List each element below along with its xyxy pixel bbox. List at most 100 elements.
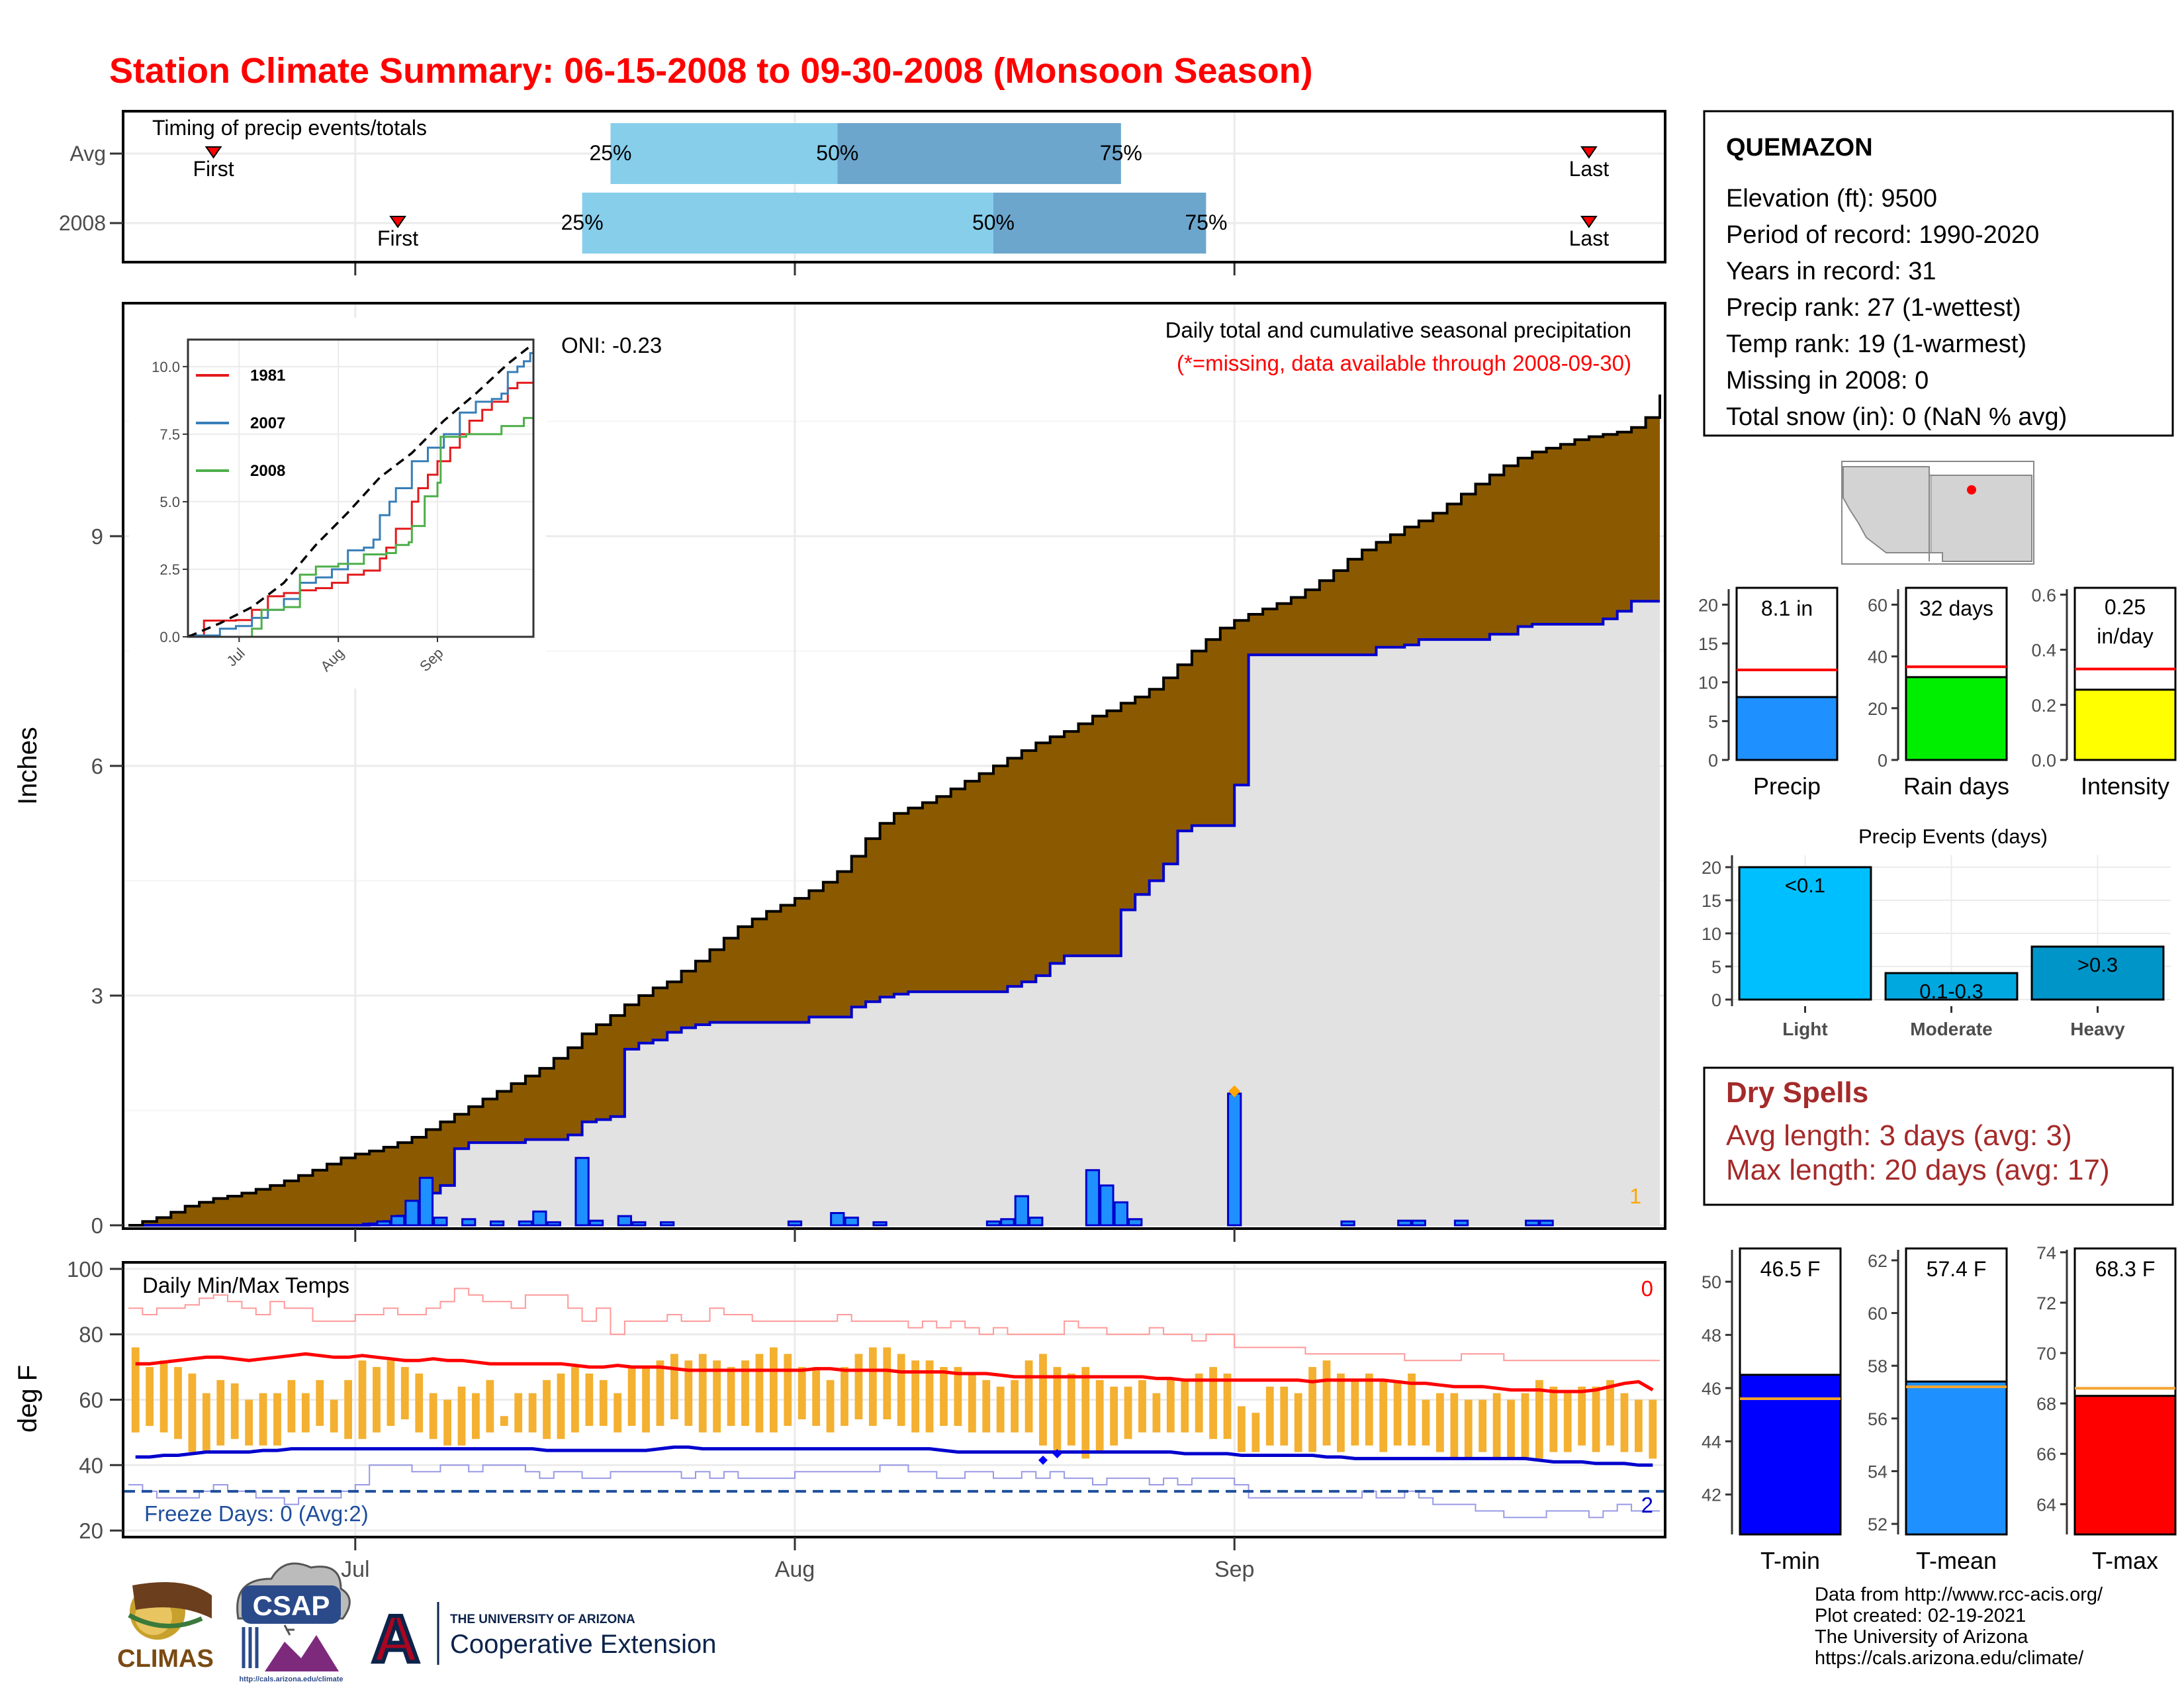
daily-temp-range-bar: [1138, 1380, 1146, 1432]
daily-temp-range-bar: [571, 1367, 579, 1432]
daily-temp-range-bar: [1393, 1380, 1402, 1446]
daily-precip-bar: [404, 1199, 420, 1227]
daily-temp-range-bar: [1521, 1393, 1529, 1459]
temperature-x-tick-label: Jul: [341, 1557, 369, 1582]
daily-precip-bar: [518, 1220, 533, 1227]
station-info-box: QUEMAZON Elevation (ft): 9500 Period of …: [1703, 110, 2174, 437]
daily-temp-range-bar: [797, 1367, 806, 1420]
mini-bar-y-tick-label: 0: [1878, 751, 1888, 771]
mini-bar-tmax: 64 66 68 70 72 74 68.3 F T-max: [2036, 1243, 2177, 1574]
mini-bar-y-tick-label: 74: [2036, 1243, 2056, 1263]
freeze-days-label: Freeze Days: 0 (Avg:2): [144, 1501, 369, 1526]
daily-precip-bar: [1128, 1218, 1143, 1227]
timing-marker-label: Last: [1569, 157, 1610, 181]
events-bar: [1738, 866, 1872, 1001]
daily-temp-range-bar: [486, 1380, 494, 1432]
daily-temp-range-bar: [387, 1360, 395, 1427]
daily-temp-range-bar: [812, 1367, 821, 1427]
daily-precip-bar: [433, 1216, 448, 1227]
daily-temp-range-bar: [443, 1399, 451, 1446]
daily-temp-range-bar: [245, 1399, 253, 1446]
daily-temp-range-bar: [585, 1373, 594, 1427]
daily-temp-range-bar: [301, 1393, 310, 1432]
daily-temp-range-bar: [1053, 1367, 1062, 1452]
precip-axes: 0 3 6 9: [91, 524, 1236, 1242]
daily-temp-range-bar: [174, 1367, 182, 1439]
precip-y-tick-label: 9: [91, 524, 103, 549]
daily-temp-range-bar: [1181, 1380, 1189, 1432]
daily-temp-range-bar: [954, 1367, 962, 1427]
daily-temp-range-bar: [1265, 1386, 1274, 1446]
temperature-count-top: 0: [1641, 1276, 1653, 1301]
daily-temp-range-bar: [216, 1380, 225, 1446]
mini-bar-y-tick-label: 46: [1702, 1379, 1721, 1399]
mini-precip-row: 0 5 10 15 20 8.1 in Precip 0 20 40 60 32 days Rain d…: [1698, 585, 2177, 800]
daily-precip-bar: [985, 1220, 1001, 1227]
events-x-tick-label: Moderate: [1910, 1019, 1992, 1039]
precip-y-tick-label: 6: [91, 754, 103, 778]
csap-logo-url: http://cals.arizona.edu/climate: [239, 1675, 343, 1683]
daily-temp-range-bar: [642, 1367, 650, 1432]
daily-temp-range-bar: [911, 1360, 920, 1432]
observed-cumulative-line: [128, 600, 1660, 1227]
daily-temp-range-bar: [854, 1354, 863, 1420]
ua-logo-line2: Cooperative Extension: [450, 1630, 716, 1659]
daily-precip-bar: [617, 1215, 633, 1227]
daily-temp-range-bar: [868, 1347, 877, 1427]
daily-temp-range-bar: [1365, 1373, 1373, 1446]
daily-temp-range-bar: [1549, 1386, 1558, 1452]
timing-pct-label: 25%: [561, 211, 604, 234]
timing-pct-label: 25%: [589, 141, 631, 165]
mini-bar-y-tick-label: 50: [1702, 1272, 1721, 1292]
timing-bars: 25% 50% 75% First Last 25% 50% 75% First Last: [124, 113, 1664, 275]
station-name: QUEMAZON: [1726, 134, 1873, 162]
daily-temp-range-bar: [514, 1393, 523, 1432]
temperature-plot: [124, 1288, 1664, 1519]
inset-y-tick-label: 10.0: [152, 359, 180, 375]
daily-temp-range-bar: [259, 1393, 267, 1446]
daily-temp-range-bar: [1294, 1393, 1302, 1452]
mini-bar-y-tick-label: 0.0: [2031, 751, 2056, 771]
daily-temp-range-bar: [1011, 1380, 1019, 1432]
daily-precip-bar: [844, 1216, 859, 1227]
ua-logo-letter: A: [372, 1602, 420, 1676]
timing-marker-label: First: [377, 226, 418, 250]
csap-logo: CSAP http://cals.arizona.edu/climate: [236, 1562, 351, 1683]
daily-temp-range-bar: [1563, 1393, 1572, 1452]
mini-bar-y-tick-label: 54: [1868, 1462, 1888, 1481]
daily-precip-bar: [1014, 1195, 1029, 1227]
footer-line: https://cals.arizona.edu/climate/: [1815, 1648, 2084, 1669]
station-line: Period of record: 1990-2020: [1726, 221, 2039, 249]
climas-logo: CLIMAS: [117, 1582, 214, 1673]
station-line: Temp rank: 19 (1-warmest): [1726, 330, 2026, 358]
footer-line: The University of Arizona: [1815, 1626, 2028, 1648]
mini-bar-y-tick-label: 60: [1868, 1304, 1888, 1324]
events-bar-label: <0.1: [1785, 874, 1825, 897]
missing-data-marker: [1052, 1449, 1062, 1459]
precip-y-tick-label: 0: [91, 1213, 103, 1238]
mini-bar-y-tick-label: 5: [1708, 712, 1718, 731]
events-bar-label: >0.3: [2077, 953, 2118, 976]
station-line: Total snow (in): 0 (NaN % avg): [1726, 403, 2067, 431]
temperature-x-tick-label: Sep: [1214, 1557, 1255, 1582]
page-title: Station Climate Summary: 06-15-2008 to 0…: [109, 51, 1313, 91]
mini-bar-value-label: 8.1 in: [1761, 596, 1813, 620]
timing-marker-label: Last: [1569, 226, 1610, 250]
daily-precip-bar: [574, 1156, 590, 1227]
climas-logo-text: CLIMAS: [117, 1645, 214, 1673]
daily-precip-bar: [1085, 1169, 1101, 1227]
daily-temp-range-bar: [1592, 1386, 1600, 1452]
daily-temp-range-bar: [727, 1367, 735, 1427]
footer-line: Plot created: 02-19-2021: [1815, 1605, 2026, 1626]
daily-precip-bar: [830, 1211, 845, 1227]
mini-bar-y-tick-label: 62: [1868, 1251, 1888, 1271]
daily-temp-range-bar: [1095, 1380, 1104, 1452]
inset-average-line: [187, 342, 535, 638]
record-max-line: [128, 1288, 1660, 1362]
daily-precip-bar: [418, 1176, 434, 1227]
mini-bar-y-tick-label: 56: [1868, 1409, 1888, 1429]
inset-legend-label: 2008: [250, 462, 285, 480]
daily-temp-range-bar: [784, 1354, 792, 1427]
daily-precip-bar: [362, 1223, 377, 1227]
station-line: Precip rank: 27 (1-wettest): [1726, 294, 2021, 322]
